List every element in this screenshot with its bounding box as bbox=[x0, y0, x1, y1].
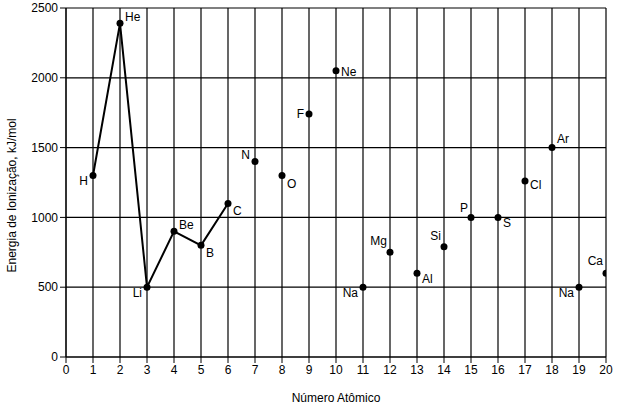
svg-text:H: H bbox=[79, 174, 88, 188]
svg-text:17: 17 bbox=[518, 363, 532, 377]
svg-text:P: P bbox=[460, 201, 468, 215]
svg-text:1000: 1000 bbox=[31, 211, 58, 225]
svg-text:He: He bbox=[125, 10, 141, 24]
svg-text:12: 12 bbox=[383, 363, 397, 377]
svg-text:2: 2 bbox=[117, 363, 124, 377]
svg-text:14: 14 bbox=[437, 363, 451, 377]
svg-text:16: 16 bbox=[491, 363, 505, 377]
svg-text:Ca: Ca bbox=[588, 254, 604, 268]
svg-text:7: 7 bbox=[252, 363, 259, 377]
svg-text:10: 10 bbox=[329, 363, 343, 377]
svg-text:F: F bbox=[297, 107, 304, 121]
svg-text:C: C bbox=[233, 204, 242, 218]
svg-text:18: 18 bbox=[545, 363, 559, 377]
svg-text:500: 500 bbox=[38, 280, 58, 294]
svg-text:2000: 2000 bbox=[31, 71, 58, 85]
svg-text:Número Atômico: Número Atômico bbox=[292, 391, 381, 405]
svg-text:15: 15 bbox=[464, 363, 478, 377]
svg-text:4: 4 bbox=[171, 363, 178, 377]
svg-text:Na: Na bbox=[343, 286, 359, 300]
svg-text:Na: Na bbox=[559, 286, 575, 300]
svg-text:5: 5 bbox=[198, 363, 205, 377]
svg-text:0: 0 bbox=[51, 350, 58, 364]
svg-text:N: N bbox=[241, 148, 250, 162]
svg-text:0: 0 bbox=[63, 363, 70, 377]
svg-text:6: 6 bbox=[225, 363, 232, 377]
svg-text:Cl: Cl bbox=[530, 178, 541, 192]
svg-text:Al: Al bbox=[422, 272, 433, 286]
svg-text:3: 3 bbox=[144, 363, 151, 377]
svg-text:B: B bbox=[206, 246, 214, 260]
svg-text:19: 19 bbox=[572, 363, 586, 377]
svg-text:11: 11 bbox=[357, 363, 370, 377]
svg-text:13: 13 bbox=[410, 363, 424, 377]
svg-text:Ne: Ne bbox=[341, 65, 357, 79]
svg-text:1: 1 bbox=[90, 363, 97, 377]
svg-text:Energia de Ionização, kJ/mol: Energia de Ionização, kJ/mol bbox=[8, 118, 19, 272]
svg-text:Li: Li bbox=[133, 286, 142, 300]
svg-text:2500: 2500 bbox=[31, 1, 58, 15]
svg-text:Mg: Mg bbox=[370, 234, 387, 248]
svg-text:Be: Be bbox=[179, 218, 194, 232]
svg-text:1500: 1500 bbox=[31, 141, 58, 155]
svg-text:S: S bbox=[503, 216, 511, 230]
svg-text:Ar: Ar bbox=[557, 132, 569, 146]
svg-text:8: 8 bbox=[279, 363, 286, 377]
svg-text:Si: Si bbox=[430, 229, 441, 243]
svg-text:20: 20 bbox=[599, 363, 612, 377]
svg-text:9: 9 bbox=[306, 363, 313, 377]
svg-text:O: O bbox=[287, 177, 296, 191]
